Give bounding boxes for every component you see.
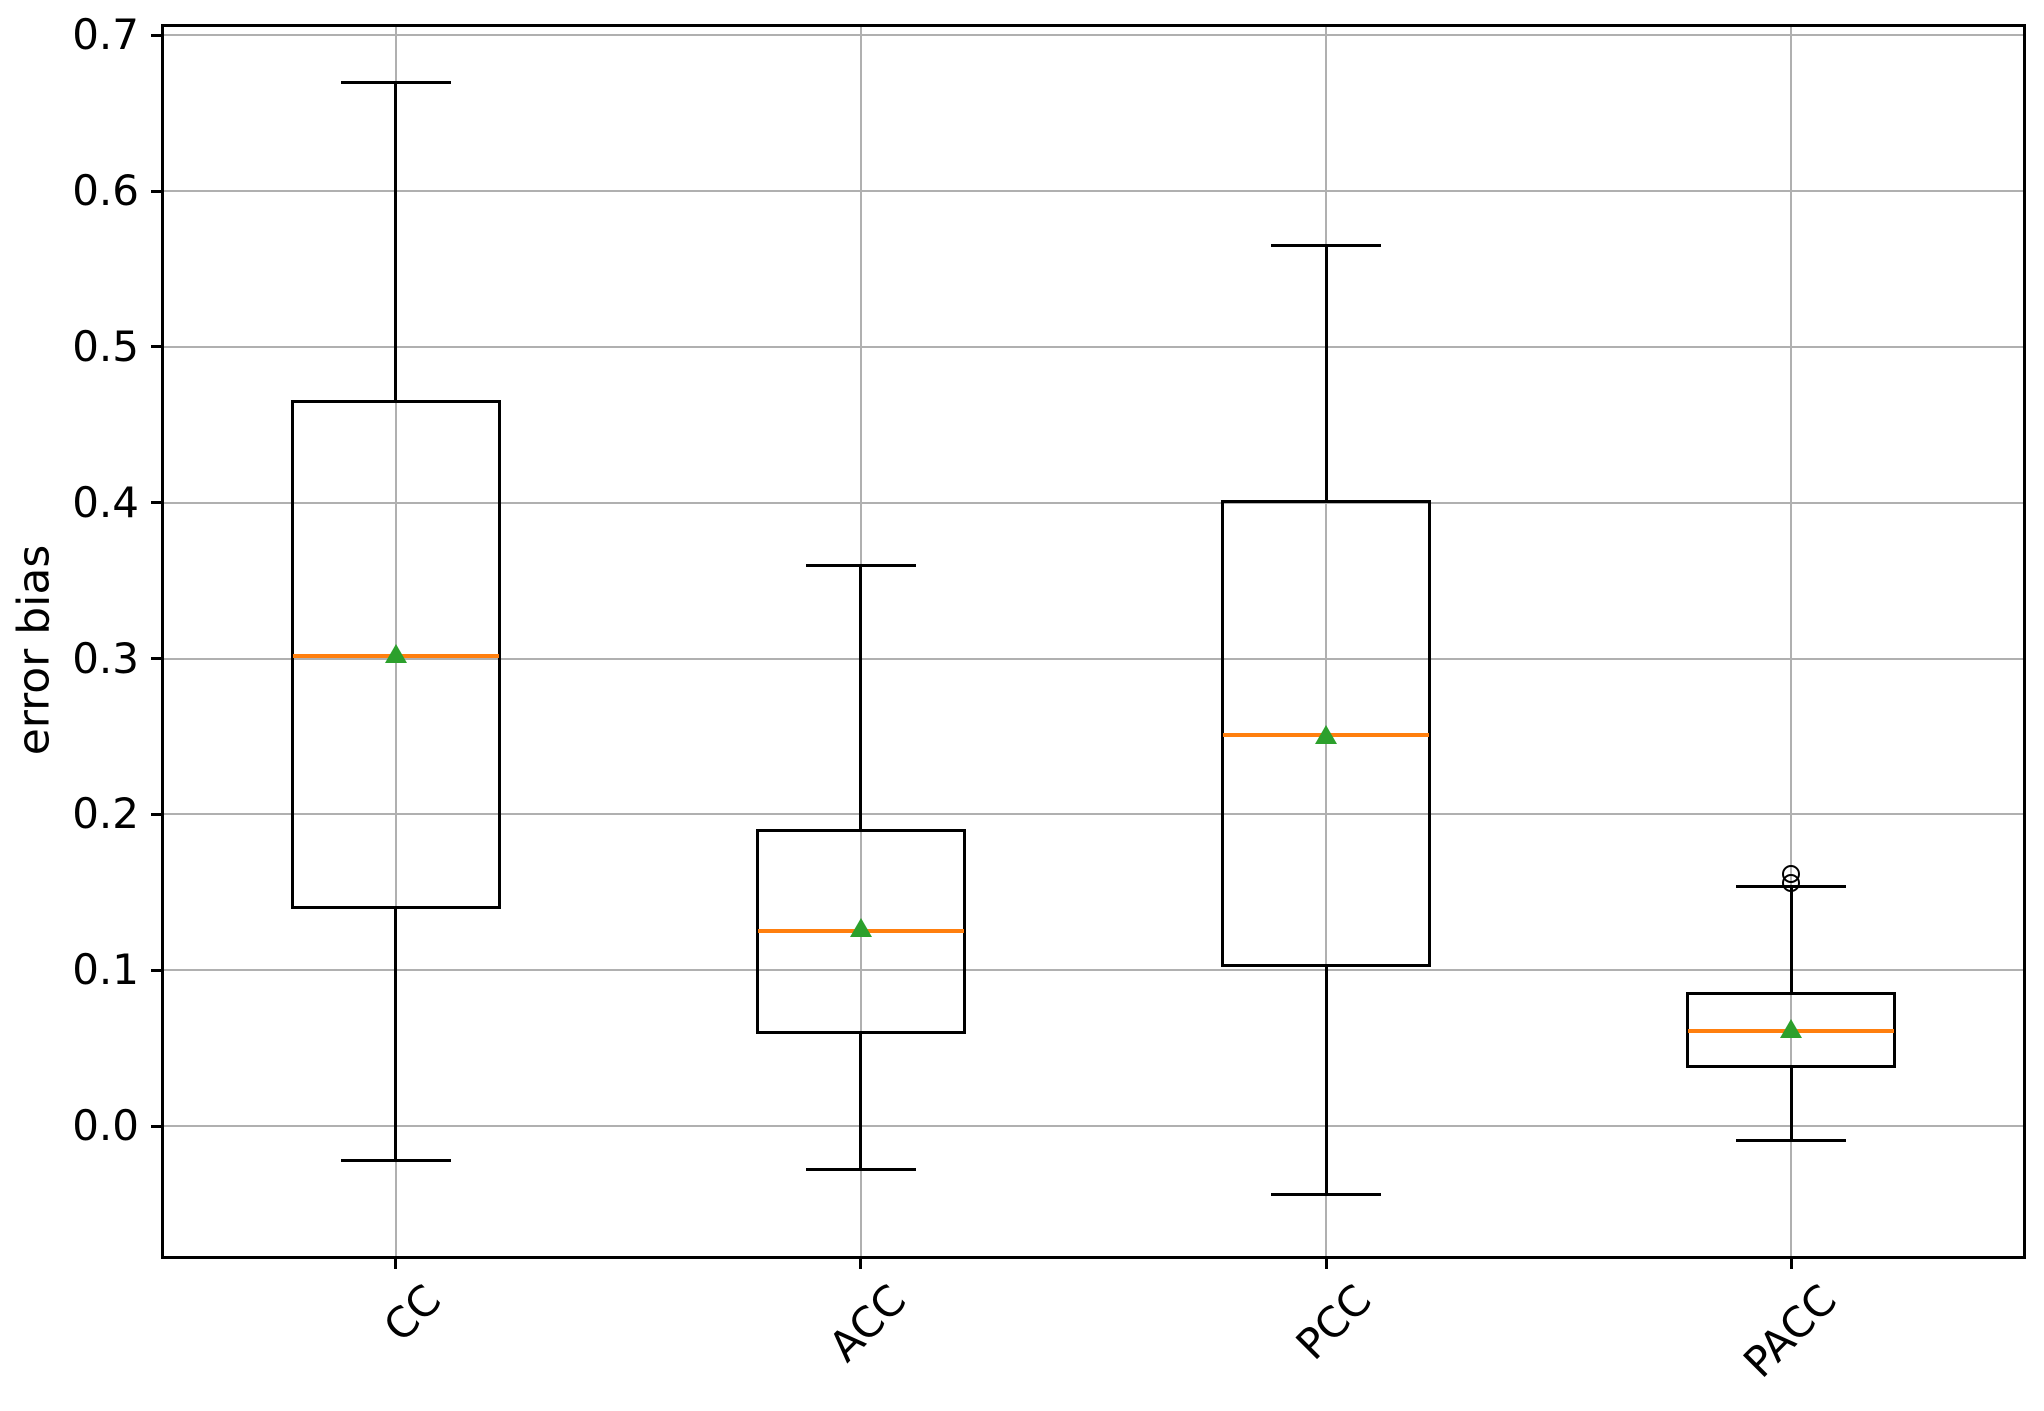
whisker-cap-lower [340, 1158, 451, 1162]
y-tick [151, 812, 163, 816]
y-tick-label: 0.2 [72, 789, 139, 839]
y-tick [151, 657, 163, 661]
whisker-cap-lower [1271, 1193, 1382, 1197]
y-tick-label: 0.6 [72, 166, 139, 216]
x-tick [1324, 1257, 1328, 1269]
y-tick [151, 968, 163, 972]
y-tick-label: 0.7 [72, 10, 139, 60]
y-gridline [163, 190, 2024, 193]
y-tick [151, 345, 163, 349]
y-gridline [163, 969, 2024, 972]
outlier-point [1782, 864, 1801, 883]
whisker-lower [859, 1032, 863, 1170]
y-tick-label: 0.4 [72, 477, 139, 527]
mean-marker [1315, 724, 1338, 744]
whisker-upper [394, 82, 398, 402]
y-tick-label: 0.0 [72, 1101, 139, 1151]
whisker-upper [859, 565, 863, 831]
mean-marker [384, 643, 407, 663]
y-gridline [163, 345, 2024, 348]
whisker-lower [1789, 1066, 1793, 1141]
box-CC [290, 400, 501, 910]
y-gridline [163, 813, 2024, 816]
y-tick [151, 501, 163, 505]
box-PCC [1221, 499, 1432, 968]
y-gridline [163, 501, 2024, 504]
whisker-cap-upper [805, 563, 916, 567]
x-tick-label: PACC [1734, 1275, 1847, 1387]
x-tick-label: CC [374, 1275, 451, 1352]
whisker-cap-upper [1271, 244, 1382, 248]
whisker-upper [1324, 245, 1328, 502]
y-tick [151, 1124, 163, 1128]
x-gridline [394, 26, 397, 1257]
x-tick [859, 1257, 863, 1269]
y-gridline [163, 34, 2024, 37]
y-tick-label: 0.3 [72, 633, 139, 683]
box-ACC [755, 828, 966, 1035]
whisker-lower [394, 907, 398, 1161]
y-tick-label: 0.1 [72, 945, 139, 995]
y-gridline [163, 1125, 2024, 1128]
x-tick-label: ACC [819, 1275, 916, 1371]
whisker-cap-lower [805, 1168, 916, 1172]
y-axis-label: error bias [8, 544, 60, 756]
whisker-lower [1324, 965, 1328, 1195]
whisker-upper [1789, 886, 1793, 994]
x-tick [394, 1257, 398, 1269]
mean-marker [1780, 1019, 1803, 1039]
x-gridline [1790, 26, 1793, 1257]
x-tick [1789, 1257, 1793, 1269]
whisker-cap-upper [340, 80, 451, 84]
x-tick-label: PCC [1286, 1275, 1381, 1370]
y-gridline [163, 657, 2024, 660]
whisker-cap-lower [1736, 1138, 1847, 1142]
box-PACC [1686, 992, 1897, 1069]
y-tick [151, 33, 163, 37]
mean-marker [849, 918, 872, 938]
x-gridline [1325, 26, 1328, 1257]
y-tick-label: 0.5 [72, 321, 139, 371]
y-tick [151, 189, 163, 193]
